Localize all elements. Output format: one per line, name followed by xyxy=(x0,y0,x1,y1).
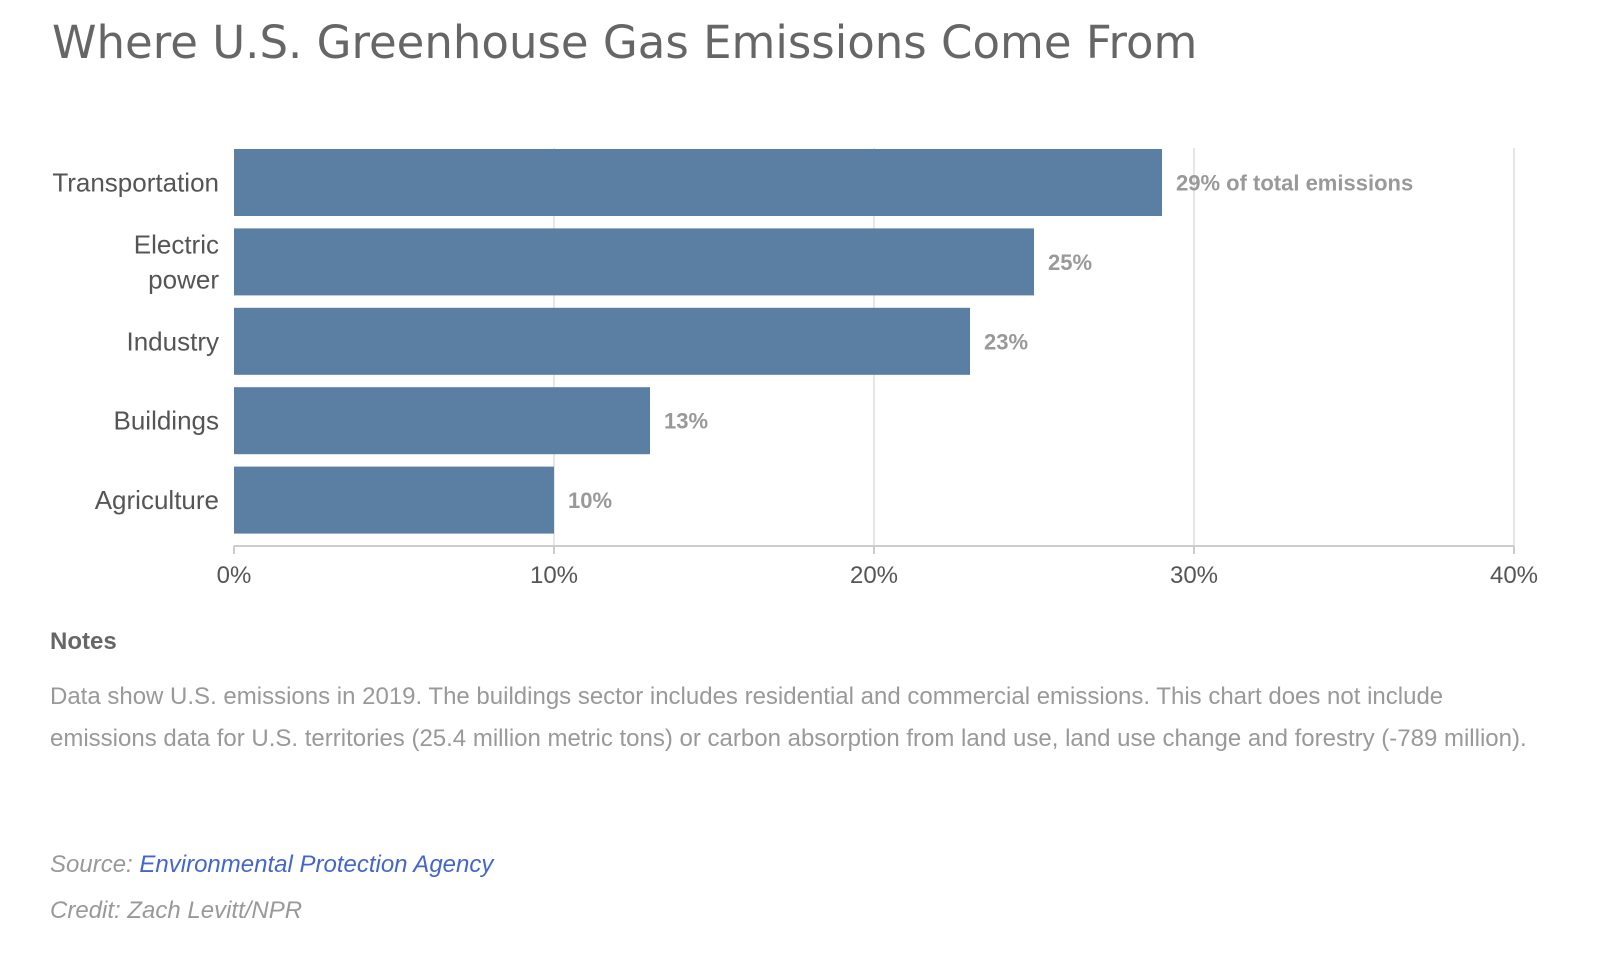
bar xyxy=(234,387,650,455)
x-tick-label: 30% xyxy=(1170,562,1218,589)
source-link[interactable]: Environmental Protection Agency xyxy=(139,851,494,878)
credit-line: Credit: Zach Levitt/NPR xyxy=(50,897,303,924)
category-label: Transportation xyxy=(52,168,219,198)
bar xyxy=(234,149,1162,216)
source-line: Source: Environmental Protection Agency xyxy=(50,851,493,879)
x-tick-label: 10% xyxy=(530,562,578,589)
source-prefix: Source: xyxy=(50,851,140,878)
x-tick-label: 0% xyxy=(217,562,252,589)
category-label: Industry xyxy=(127,326,220,356)
data-label: 10% xyxy=(568,488,612,513)
bar xyxy=(234,228,1034,296)
category-label: Buildings xyxy=(113,406,219,436)
data-label: 25% xyxy=(1048,250,1092,275)
category-label: Agriculture xyxy=(95,485,219,515)
chart-title: Where U.S. Greenhouse Gas Emissions Come… xyxy=(52,16,1198,69)
bar-chart: Transportation 29% of total emissions Elec… xyxy=(52,148,1538,589)
notes-text: Data show U.S. emissions in 2019. The bu… xyxy=(50,683,1527,752)
category-label: power xyxy=(148,264,219,294)
notes-heading: Notes xyxy=(50,628,117,655)
bar xyxy=(234,466,554,534)
data-label: 13% xyxy=(664,409,708,434)
data-label: 23% xyxy=(984,329,1028,354)
data-label: 29% of total emissions xyxy=(1176,171,1413,196)
x-tick-label: 40% xyxy=(1490,562,1538,589)
x-tick-label: 20% xyxy=(850,562,898,589)
bar xyxy=(234,307,970,375)
category-label: Electric xyxy=(134,229,219,259)
